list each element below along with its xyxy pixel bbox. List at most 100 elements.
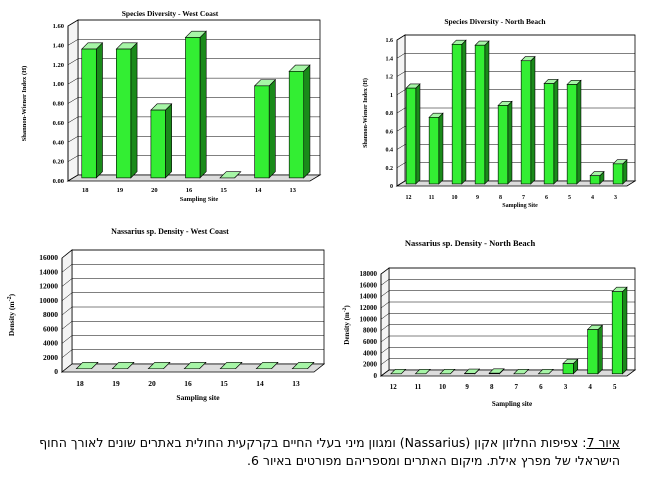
y-tick-label: 1.60 (53, 23, 64, 30)
x-tick-label: 4 (591, 195, 594, 201)
bar-top (513, 369, 530, 375)
bar-front (562, 363, 574, 375)
y-axis-label: Density (m-2) (342, 305, 351, 345)
x-tick-label: 6 (539, 383, 543, 391)
y-tick-label: 2000 (43, 353, 58, 362)
x-tick-label: 10 (439, 383, 447, 391)
bar-front (405, 87, 417, 185)
bar (81, 42, 104, 179)
bar (288, 64, 311, 179)
y-tick-label: 1.2 (386, 75, 394, 81)
x-tick-label: 8 (490, 383, 494, 391)
chart-density-north-beach-svg: Nassarius sp. Density - North Beach 0 2000… (342, 238, 637, 408)
bar (474, 40, 490, 185)
bar (147, 361, 171, 370)
y-tick-label: 8000 (43, 310, 58, 319)
gridline-side (67, 39, 79, 46)
gridline-side (61, 292, 73, 301)
x-tick-label: 12 (406, 195, 412, 201)
gridline-side (67, 77, 79, 85)
x-tick-label: 13 (292, 379, 300, 388)
x-tick-label: 20 (151, 187, 158, 194)
x-tick-label: 8 (499, 195, 502, 201)
bar (428, 112, 444, 185)
y-tick-label: 6000 (363, 338, 378, 346)
x-tick-label: 15 (220, 187, 227, 194)
bar (488, 368, 505, 375)
y-tick-label: 10000 (360, 315, 378, 323)
bar-top (183, 361, 207, 370)
bar-side (507, 100, 513, 185)
bar-front (185, 37, 201, 179)
y-tick-label: 10000 (39, 296, 58, 305)
caption-text: : צפיפות החלזון אקון (Nassarius) ומגוון … (39, 435, 620, 468)
bar-top (111, 361, 135, 370)
x-axis-label: Sampling Site (502, 203, 538, 209)
x-tick-label: 10 (452, 195, 458, 201)
bar-side (130, 42, 138, 179)
x-tick-label: 15 (220, 379, 228, 388)
bar-top (219, 171, 242, 179)
bar-front (587, 329, 599, 375)
bar (611, 286, 628, 375)
y-tick-label: 6000 (43, 324, 58, 333)
x-tick-label: 14 (255, 187, 262, 194)
bar-top (147, 361, 171, 370)
bar-front (589, 175, 601, 185)
y-tick-label: 0 (390, 184, 393, 190)
x-tick-label: 7 (522, 195, 525, 201)
gridline-side (61, 321, 73, 330)
y-tick-label: 4000 (43, 339, 58, 348)
gridline-side (67, 97, 79, 104)
chart-diversity-west-coast-svg: Species Diversity - West Coast 0.00 0.20 0.… (21, 9, 322, 203)
y-tick-label: 0.6 (386, 129, 394, 135)
bar-side (268, 78, 276, 179)
bar-front (497, 105, 509, 185)
gridline-side (67, 19, 79, 27)
bar-front (566, 84, 578, 185)
bar (612, 158, 628, 185)
gridline-side (396, 71, 406, 77)
x-tick-label: 14 (256, 379, 264, 388)
x-tick-label: 9 (465, 383, 469, 391)
x-tick-label: 20 (148, 379, 156, 388)
bar-side (576, 79, 582, 185)
gridline-side (380, 313, 390, 320)
bar-top (390, 369, 407, 375)
bar (414, 369, 431, 375)
chart-title: Species Diversity - North Beach (444, 17, 546, 26)
bar-side (553, 78, 559, 185)
y-tick-label: 1.40 (53, 42, 64, 49)
bar-front (611, 291, 623, 375)
chart-density-north-beach: Nassarius sp. Density - North Beach 0 2000… (335, 236, 640, 416)
gridline-side (61, 278, 73, 287)
bar-top (537, 369, 554, 375)
bar-side (597, 324, 603, 375)
x-tick-label: 13 (289, 187, 296, 194)
y-tick-label: 0.60 (53, 120, 64, 127)
x-tick-label: 9 (476, 195, 479, 201)
bar-front (428, 117, 440, 185)
y-tick-label: 0.8 (386, 111, 394, 117)
gridline-side (61, 335, 73, 344)
chart-density-west-coast: Nassarius sp. Density - West Coast 0 2000 4… (0, 224, 330, 409)
y-tick-label: 0 (54, 367, 58, 376)
x-tick-label: 3 (564, 383, 568, 391)
y-tick-label: 14000 (360, 293, 378, 301)
bar-top (75, 361, 99, 370)
bar (513, 369, 530, 375)
bar (219, 171, 242, 179)
bar-top (255, 361, 279, 370)
bar (115, 42, 138, 179)
bar-front (116, 48, 132, 179)
y-axis-label: Density (m-2) (7, 293, 16, 336)
gridline-side (380, 324, 390, 331)
bar (566, 79, 582, 185)
y-tick-label: 0 (374, 372, 378, 380)
x-tick-label: 6 (545, 195, 548, 201)
gridline-side (396, 107, 406, 114)
y-tick-label: 0.00 (53, 178, 64, 185)
gridline-side (380, 267, 390, 275)
bar-side (95, 42, 103, 179)
y-axis-label-close: ) (7, 293, 16, 296)
